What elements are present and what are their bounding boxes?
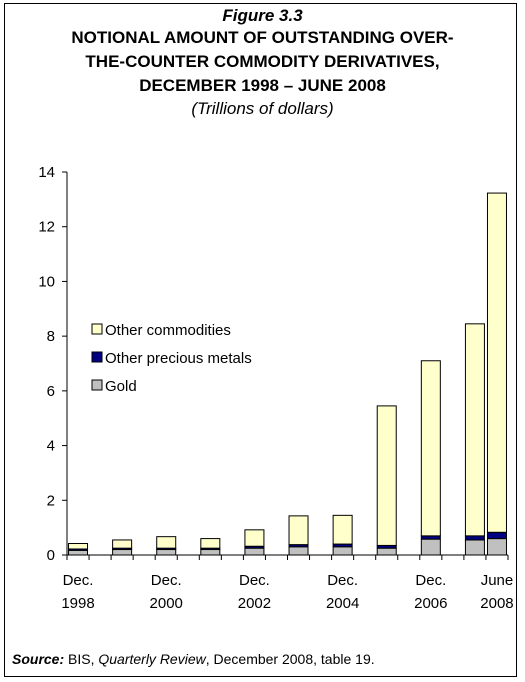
chart-title-line-1: NOTIONAL AMOUNT OF OUTSTANDING OVER-: [71, 28, 454, 47]
bar-segment-other-commodities: [376, 405, 397, 546]
x-axis: Dec. 1998 Dec. 2000 Dec. 2002 Dec. 2004 Dec. 2006…: [61, 554, 514, 612]
x-tick-label-line2: 2004: [326, 595, 359, 612]
bar-segment-other-commodities: [464, 323, 485, 537]
y-tick-label: 8: [47, 328, 55, 345]
y-tick-label: 10: [38, 273, 55, 290]
bar-segment-other-commodities: [156, 536, 177, 549]
y-tick-label: 14: [38, 164, 55, 181]
source-publication: Quarterly Review: [98, 651, 206, 667]
legend-swatch: [91, 351, 103, 363]
bar-segment-other-commodities: [244, 529, 265, 547]
bar-segment-other-commodities: [288, 515, 309, 546]
bar-segment-gold: [420, 538, 441, 556]
bar-segment-other-commodities: [68, 543, 89, 550]
x-tick-label-line2: 2000: [150, 595, 183, 612]
chart-title-line-3: DECEMBER 1998 – JUNE 2008: [139, 76, 386, 95]
bar-segment-gold: [112, 549, 133, 556]
bar-segment-other-commodities: [332, 514, 353, 545]
legend: Other commodities Other precious metals Go…: [91, 322, 252, 395]
figure-frame: [4, 3, 517, 677]
bar-segment-gold: [486, 538, 507, 556]
chart-title-line-2: THE-COUNTER COMMODITY DERIVATIVES,: [85, 52, 440, 71]
x-tick-label-line1: Dec.: [415, 572, 446, 589]
legend-swatch: [91, 323, 103, 335]
bar-segment-other-precious-metals: [486, 531, 507, 540]
bar-segment-other-commodities: [486, 192, 507, 533]
legend-label: Other commodities: [105, 322, 231, 339]
bar-segment-other-precious-metals: [464, 535, 485, 541]
source-note: Source: BIS, Quarterly Review, December …: [12, 651, 375, 667]
x-tick-label-line1: Dec.: [151, 572, 182, 589]
y-tick-label: 2: [47, 492, 55, 509]
legend-label: Gold: [105, 378, 137, 395]
legend-label: Other precious metals: [105, 350, 252, 367]
figure-header: Figure 3.3 NOTIONAL AMOUNT OF OUTSTANDIN…: [0, 6, 525, 120]
source-label: Source:: [12, 651, 65, 667]
source-text-pre: BIS,: [64, 651, 99, 667]
bar-segment-gold: [464, 539, 485, 556]
x-tick-label-line2: 2002: [238, 595, 271, 612]
chart-subtitle: (Trillions of dollars): [191, 99, 334, 118]
source-text-post: , December 2008, table 19.: [205, 651, 375, 667]
figure-label: Figure 3.3: [222, 6, 303, 25]
bar-segment-other-commodities: [200, 538, 221, 549]
bar-segment-gold: [288, 546, 309, 556]
bar-segment-gold: [332, 546, 353, 556]
bar-segment-gold: [200, 549, 221, 556]
x-tick-label-line2: 2008: [480, 595, 513, 612]
x-tick-label-line2: 1998: [61, 595, 94, 612]
bar-segment-other-commodities: [112, 539, 133, 549]
x-tick-label-line1: Dec.: [327, 572, 358, 589]
bar-segment-gold: [244, 547, 265, 556]
x-tick-label-line2: 2006: [414, 595, 447, 612]
x-tick-label-line1: June: [481, 572, 514, 589]
y-tick-label: 0: [47, 547, 55, 564]
legend-swatch: [91, 379, 103, 391]
x-tick-label-line1: Dec.: [239, 572, 270, 589]
bar-segment-gold: [376, 547, 397, 556]
y-tick-label: 6: [47, 383, 55, 400]
bar-segment-other-commodities: [420, 360, 441, 537]
x-tick-label-line1: Dec.: [63, 572, 94, 589]
bar-segment-gold: [156, 549, 177, 556]
y-axis: 0 2 4 6 8 10 12 14: [38, 164, 68, 564]
y-tick-label: 12: [38, 219, 55, 236]
y-tick-label: 4: [47, 438, 55, 455]
bar-segment-gold: [68, 549, 89, 556]
bars: [68, 192, 507, 556]
